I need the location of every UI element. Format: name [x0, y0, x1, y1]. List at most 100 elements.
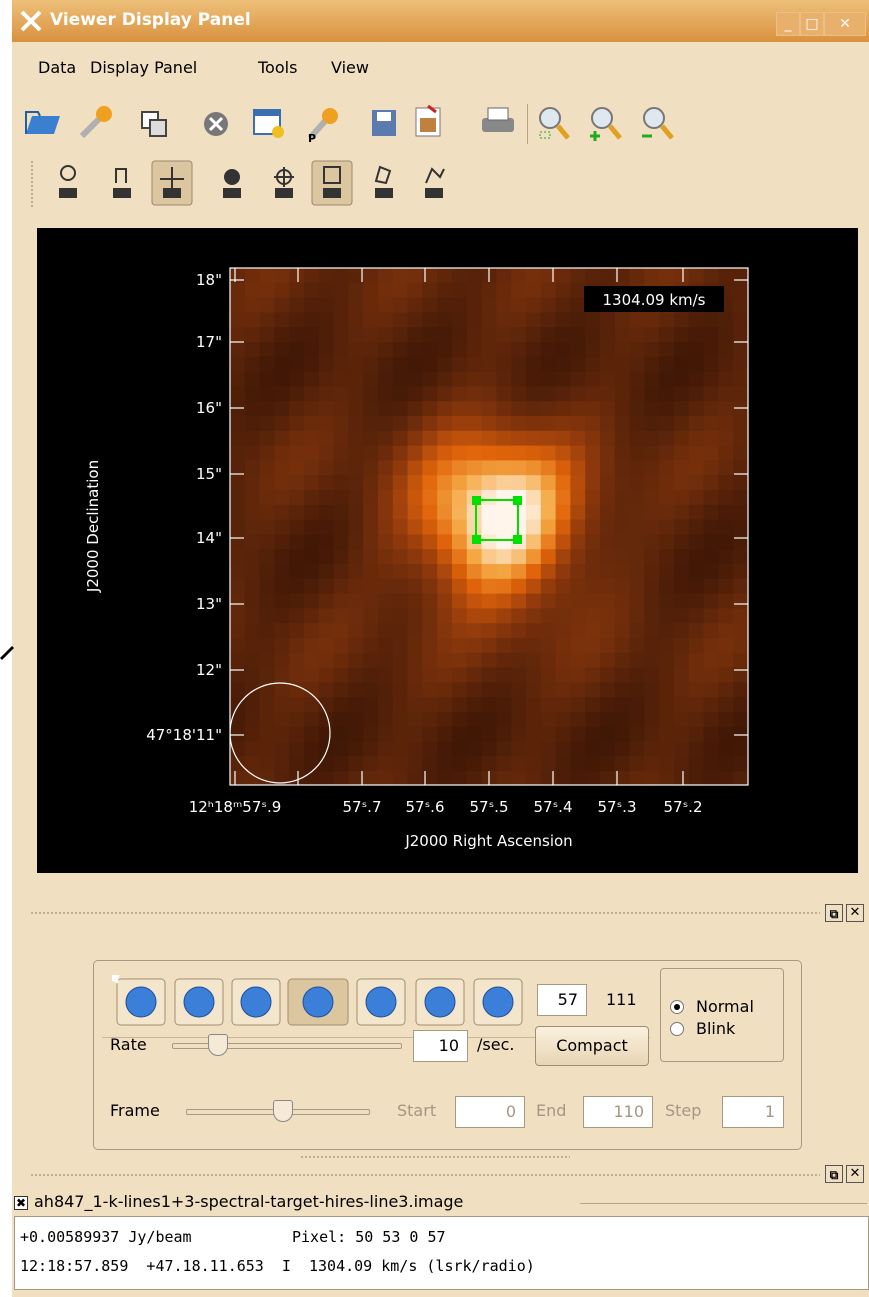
image-pixel	[289, 446, 304, 461]
image-pixel	[304, 653, 319, 668]
menu-item[interactable]: Data	[38, 58, 76, 77]
dock-close-button[interactable]: ✕	[846, 904, 864, 922]
image-pixel	[319, 668, 334, 683]
image-pixel	[467, 312, 482, 327]
export-icon[interactable]	[416, 106, 440, 136]
region-handle[interactable]	[513, 535, 522, 544]
image-pixel	[644, 446, 659, 461]
frame-slider-thumb[interactable]	[273, 1100, 293, 1122]
zoom-fit-icon[interactable]	[540, 108, 568, 138]
image-pixel	[467, 386, 482, 401]
image-pixel	[393, 283, 408, 298]
image-pixel	[363, 520, 378, 535]
close-panel-icon[interactable]	[204, 112, 228, 136]
image-pixel	[718, 638, 733, 653]
image-pixel	[496, 460, 511, 475]
image-pixel	[704, 446, 719, 461]
rate-slider-track[interactable]	[172, 1043, 402, 1049]
save-icon[interactable]	[372, 110, 396, 136]
image-pixel	[319, 756, 334, 771]
image-pixel	[615, 386, 630, 401]
maximize-button[interactable]: □	[800, 12, 824, 36]
close-button[interactable]: ✕	[824, 12, 866, 36]
polygon-tool[interactable]	[376, 167, 392, 197]
image-pixel	[585, 564, 600, 579]
image-pixel	[334, 638, 349, 653]
position-tool[interactable]	[274, 167, 294, 197]
image-pixel	[718, 579, 733, 594]
polyline-tool[interactable]	[426, 169, 444, 197]
image-pixel	[689, 682, 704, 697]
options-icon[interactable]	[82, 106, 112, 136]
image-pixel	[437, 283, 452, 298]
image-pixel	[526, 416, 541, 431]
menu-item[interactable]: View	[331, 58, 369, 77]
start-input[interactable]: 0	[455, 1096, 525, 1128]
zoom-out-icon[interactable]	[642, 108, 672, 138]
image-pixel	[467, 727, 482, 742]
image-pixel	[408, 342, 423, 357]
checkbox[interactable]: ✖	[14, 1196, 28, 1210]
image-pixel	[689, 623, 704, 638]
image-pixel	[718, 460, 733, 475]
compact-button[interactable]: Compact	[535, 1026, 649, 1066]
zoom-tool[interactable]	[60, 166, 76, 197]
image-pixel	[260, 327, 275, 342]
image-display[interactable]: 1304.09 km/s J2000 Declination J2000 Rig…	[37, 228, 858, 873]
step-input[interactable]: 1	[722, 1096, 784, 1128]
image-pixel	[496, 712, 511, 727]
image-pixel	[556, 771, 571, 786]
mouse-cursor	[0, 640, 14, 662]
rate-input[interactable]: 10	[413, 1030, 468, 1062]
image-pixel	[230, 549, 245, 564]
pan-tool[interactable]	[114, 169, 130, 197]
image-pixel	[274, 431, 289, 446]
radio-blink[interactable]	[670, 1022, 684, 1036]
open-icon[interactable]	[26, 112, 60, 134]
image-pixel	[630, 608, 645, 623]
image-pixel	[334, 490, 349, 505]
image-pixel	[289, 327, 304, 342]
image-pixel	[348, 742, 363, 757]
image-pixel	[363, 756, 378, 771]
image-pixel	[319, 416, 334, 431]
zoom-in-icon[interactable]	[590, 108, 620, 141]
region-handle[interactable]	[472, 496, 481, 505]
print-options-icon[interactable]: P	[308, 108, 338, 145]
frame-input[interactable]: 57	[537, 984, 587, 1016]
image-pixel	[304, 372, 319, 387]
image-pixel	[630, 475, 645, 490]
image-pixel	[378, 653, 393, 668]
image-pixel	[260, 298, 275, 313]
radio-normal[interactable]	[670, 1000, 684, 1014]
menu-item[interactable]: Tools	[258, 58, 297, 77]
region-handle[interactable]	[472, 535, 481, 544]
image-pixel	[260, 460, 275, 475]
image-pixel	[496, 727, 511, 742]
new-panel-icon[interactable]	[142, 112, 166, 136]
rate-unit: /sec.	[477, 1035, 514, 1054]
image-pixel	[570, 342, 585, 357]
image-pixel	[526, 682, 541, 697]
radio-label[interactable]: Normal	[696, 997, 754, 1016]
float-button[interactable]: ⧉	[825, 1165, 843, 1183]
float-button[interactable]: ⧉	[825, 904, 843, 922]
image-pixel	[644, 386, 659, 401]
image-pixel	[570, 668, 585, 683]
dock-close-button[interactable]: ✕	[846, 1165, 864, 1183]
image-pixel	[452, 327, 467, 342]
colormap-tool[interactable]	[224, 170, 240, 197]
image-pixel	[570, 712, 585, 727]
unload-icon[interactable]	[254, 110, 284, 138]
menu-item[interactable]: Display Panel	[90, 58, 197, 77]
image-pixel	[230, 579, 245, 594]
image-pixel	[393, 505, 408, 520]
rate-slider-thumb[interactable]	[208, 1034, 228, 1056]
print-icon[interactable]	[482, 108, 514, 132]
radio-label[interactable]: Blink	[696, 1019, 735, 1038]
end-input[interactable]: 110	[583, 1096, 653, 1128]
region-handle[interactable]	[513, 496, 522, 505]
animator-button[interactable]	[112, 975, 165, 1025]
image-pixel	[689, 416, 704, 431]
minimize-button[interactable]: _	[776, 12, 800, 36]
